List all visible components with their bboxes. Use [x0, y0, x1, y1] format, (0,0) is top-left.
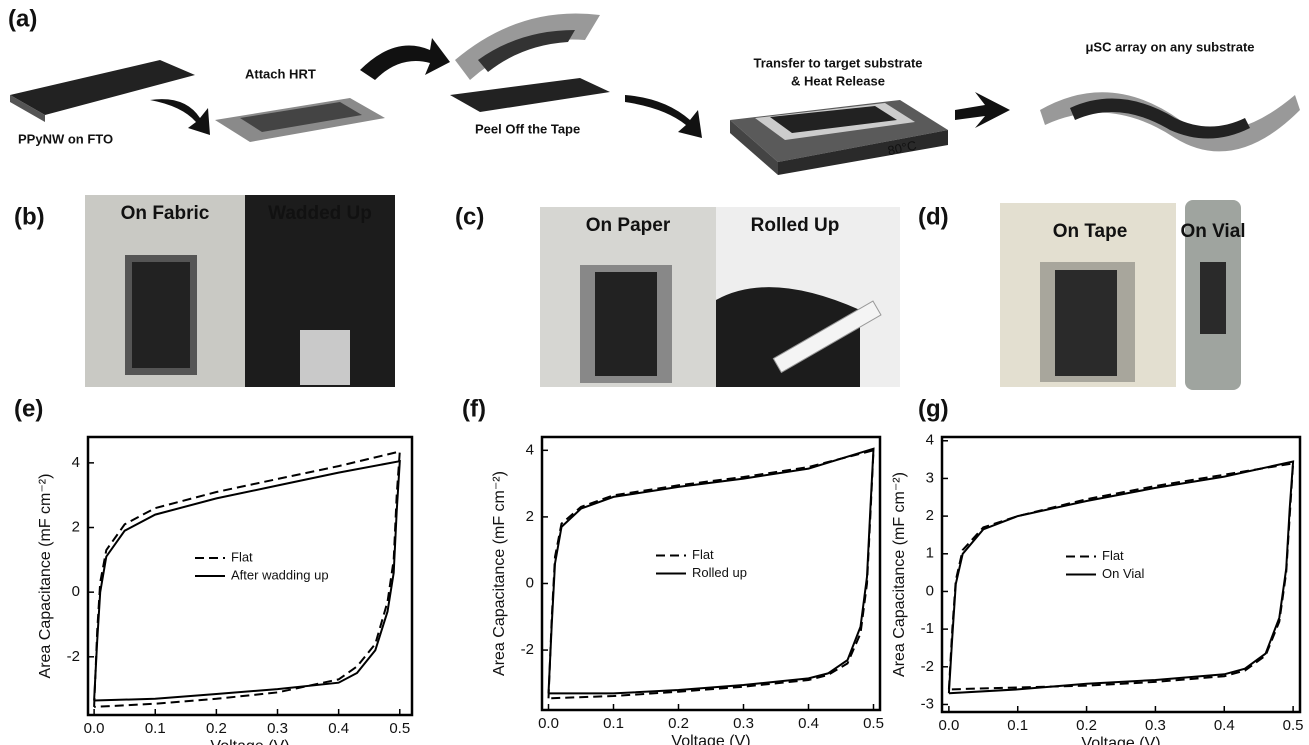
device	[450, 78, 610, 112]
x-tick-label: 0.0	[938, 717, 959, 734]
photo-label: On Fabric	[121, 203, 210, 224]
arrow	[360, 38, 450, 80]
y-tick-label: -2	[67, 648, 80, 665]
step-label: & Heat Release	[791, 73, 885, 88]
y-tick-label: -1	[921, 620, 934, 637]
y-tick-label: -2	[921, 658, 934, 675]
panel-label: (a)	[8, 5, 37, 32]
x-tick-label: 0.5	[863, 715, 884, 732]
legend-label: Rolled up	[692, 565, 747, 580]
panel-label: (b)	[14, 203, 45, 230]
x-tick-label: 0.2	[668, 715, 689, 732]
arrow	[955, 92, 1010, 128]
photo-label: Rolled Up	[751, 215, 840, 236]
step-label: μSC array on any substrate	[1085, 39, 1254, 54]
photo-c: On Paper Rolled Up	[540, 207, 900, 387]
y-axis-label: Area Capacitance (mF cm⁻²)	[37, 474, 54, 679]
step-label: Peel Off the Tape	[475, 121, 580, 136]
photo-d: On Tape On Vial	[1000, 200, 1246, 390]
step-label: Transfer to target substrate	[753, 55, 922, 70]
legend-label: Flat	[692, 547, 714, 562]
y-tick-label: 2	[526, 508, 534, 525]
x-tick-label: 0.4	[328, 720, 349, 737]
panel-label: (d)	[918, 203, 949, 230]
x-axis-label: Voltage (V)	[210, 738, 289, 745]
x-tick-label: 0.1	[1007, 717, 1028, 734]
y-tick-label: 4	[926, 432, 934, 449]
photo-b: On Fabric Wadded Up	[85, 195, 395, 387]
x-tick-label: 0.0	[538, 715, 559, 732]
y-tick-label: 1	[926, 545, 934, 562]
photo-label: Wadded Up	[268, 203, 372, 224]
x-tick-label: 0.3	[1145, 717, 1166, 734]
x-tick-label: 0.1	[603, 715, 624, 732]
legend-label: Flat	[1102, 548, 1124, 563]
photo-detail	[300, 330, 350, 385]
device	[10, 60, 195, 115]
x-tick-label: 0.0	[84, 720, 105, 737]
y-tick-label: 2	[926, 507, 934, 524]
device	[1070, 99, 1250, 139]
x-tick-label: 0.3	[733, 715, 754, 732]
x-tick-label: 0.3	[267, 720, 288, 737]
y-axis-label: Area Capacitance (mF cm⁻²)	[891, 472, 908, 677]
legend-label: After wadding up	[231, 567, 329, 582]
x-tick-label: 0.2	[206, 720, 227, 737]
x-tick-label: 0.5	[389, 720, 410, 737]
photo-label: On Vial	[1180, 221, 1245, 242]
x-tick-label: 0.1	[145, 720, 166, 737]
panel-label: (c)	[455, 203, 484, 230]
y-axis-label: Area Capacitance (mF cm⁻²)	[491, 471, 508, 676]
x-tick-label: 0.4	[798, 715, 819, 732]
device	[1200, 262, 1226, 334]
y-tick-label: 0	[72, 583, 80, 600]
figure: (a) (b) (c) (d) (e) (f) (g) 80°C PPyNW o…	[0, 0, 1309, 745]
panel-label: (f)	[462, 395, 486, 422]
device	[132, 262, 190, 368]
step-label: PPyNW on FTO	[18, 131, 113, 146]
y-tick-label: -2	[521, 641, 534, 658]
x-axis-label: Voltage (V)	[1081, 735, 1160, 745]
y-tick-label: 2	[72, 518, 80, 535]
y-tick-label: 3	[926, 469, 934, 486]
arrow	[150, 99, 210, 135]
panel-label: (g)	[918, 395, 949, 422]
legend-label: Flat	[231, 549, 253, 564]
schematic: 80°C PPyNW on FTO Attach HRT Peel Off th…	[10, 13, 1300, 175]
legend-label: On Vial	[1102, 566, 1145, 581]
y-tick-label: -3	[921, 695, 934, 712]
y-tick-label: 0	[526, 574, 534, 591]
panel-label: (e)	[14, 395, 43, 422]
arrow	[625, 95, 702, 138]
device	[595, 272, 657, 376]
x-tick-label: 0.4	[1214, 717, 1235, 734]
y-tick-label: 4	[72, 454, 80, 471]
step-label: Attach HRT	[245, 66, 316, 81]
x-axis-label: Voltage (V)	[671, 733, 750, 745]
x-tick-label: 0.2	[1076, 717, 1097, 734]
photo-label: On Paper	[586, 215, 671, 236]
x-tick-label: 0.5	[1283, 717, 1304, 734]
photo-label: On Tape	[1053, 221, 1128, 242]
y-tick-label: 0	[926, 582, 934, 599]
y-tick-label: 4	[526, 441, 534, 458]
device	[1055, 270, 1117, 376]
